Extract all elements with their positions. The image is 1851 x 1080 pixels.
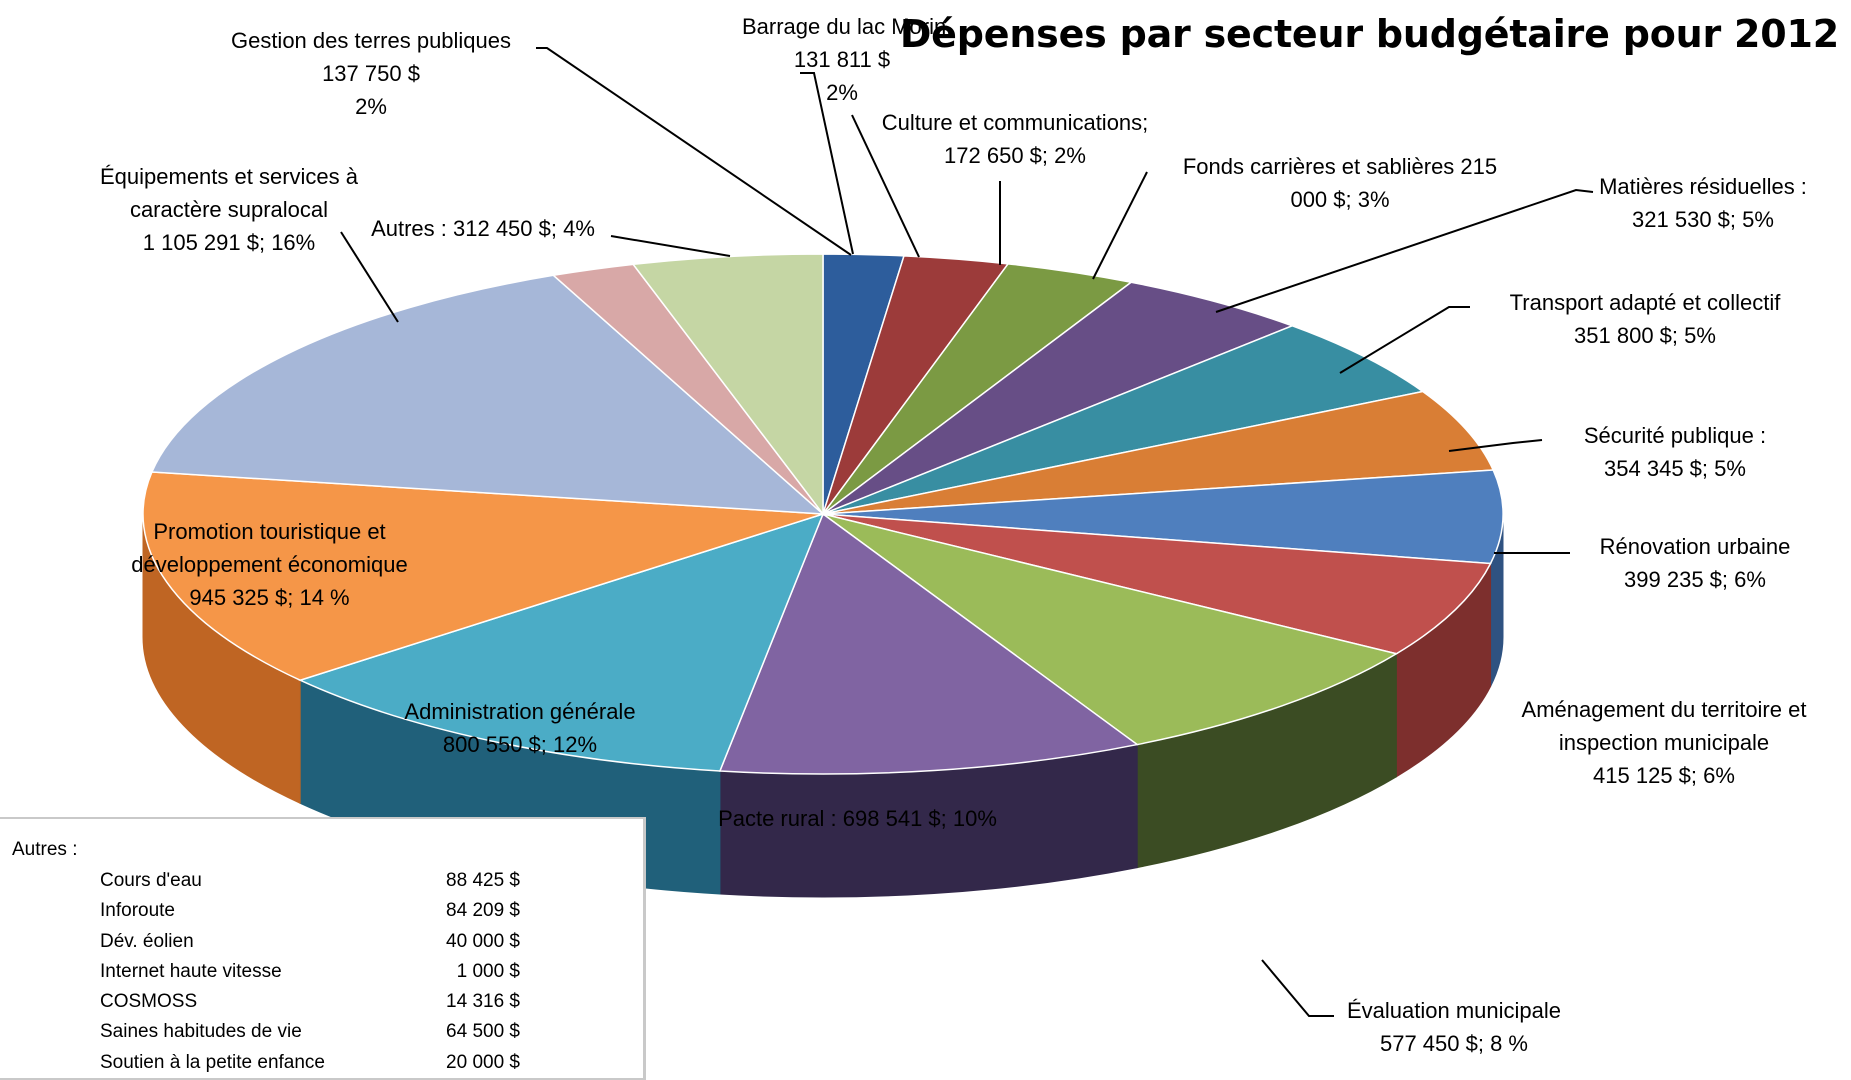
leader-line-4	[1215, 188, 1594, 313]
slice-label-line: Rénovation urbaine	[1599, 534, 1791, 559]
pie-slice-5	[822, 390, 1495, 515]
slice-label: Aménagement du territoire et inspection m…	[1490, 693, 1838, 792]
row-value: 1 000 $	[456, 960, 520, 982]
slice-label-line: 321 530 $; 5%	[1632, 207, 1774, 232]
slice-label: Autres : 312 450 $; 4%	[348, 212, 618, 245]
autres-box-heading: Autres :	[12, 839, 78, 860]
pie-top	[142, 253, 1504, 775]
leader-line-8	[1261, 959, 1334, 1017]
slice-label-line: Gestion des terres publiques	[230, 28, 512, 53]
slice-label-line: Promotion touristique et	[153, 519, 386, 544]
slice-label-line: 2%	[826, 80, 858, 105]
slice-label-line: Culture et communications;	[881, 110, 1149, 135]
slice-label-line: 2%	[355, 94, 387, 119]
table-row: Soutien à la petite enfance 20 000 $	[100, 1048, 520, 1078]
slice-label: Promotion touristique et développement éc…	[102, 515, 437, 614]
row-name: COSMOSS	[100, 991, 198, 1013]
slice-label-line: Fonds carrières et sablières 215	[1182, 154, 1498, 179]
slice-label-line: Aménagement du territoire et	[1521, 697, 1807, 722]
row-name: Saines habitudes de vie	[100, 1021, 302, 1043]
slice-label: Gestion des terres publiques 137 750 $ 2%	[208, 24, 534, 123]
table-row: Internet haute vitesse 1 000 $	[100, 957, 520, 987]
slice-label-line: développement économique	[131, 552, 408, 577]
pie-slice-12	[150, 274, 826, 515]
slice-label-line: Pacte rural : 698 541 $; 10%	[718, 806, 997, 831]
slice-label-line: 137 750 $	[322, 61, 420, 86]
row-name: Internet haute vitesse	[100, 960, 282, 982]
autres-breakdown-box: Autres : Cours d'eau 88 425 $ Inforoute 84…	[0, 817, 646, 1080]
slice-label: Sécurité publique : 354 345 $; 5%	[1540, 419, 1810, 485]
leader-lines	[340, 47, 1594, 1017]
table-row: Saines habitudes de vie 64 500 $	[100, 1017, 520, 1047]
table-row: COSMOSS 14 316 $	[100, 987, 520, 1017]
table-row: Inforoute 84 209 $	[100, 896, 520, 926]
slice-label-line: 000 $; 3%	[1290, 187, 1390, 212]
pie-slice-11	[142, 471, 824, 682]
slice-label: Fonds carrières et sablières 215 000 $; 3…	[1150, 150, 1530, 216]
leader-line-10	[536, 47, 852, 256]
slice-label-line: Administration générale	[404, 699, 636, 724]
slice-label-line: 1 105 291 $; 16%	[142, 230, 316, 255]
leader-line-9	[340, 231, 399, 323]
pie-slice-3	[822, 281, 1295, 515]
slice-label: Transport adapté et collectif 351 800 $; …	[1470, 286, 1820, 352]
row-value: 20 000 $	[446, 1051, 520, 1073]
pie-slice-9	[718, 512, 1140, 775]
row-value: 40 000 $	[446, 930, 520, 952]
slice-label: Barrage du lac Morin 131 811 $ 2%	[742, 10, 947, 109]
slice-label: Rénovation urbaine 399 235 $; 6%	[1570, 530, 1820, 596]
pie-slice-10	[298, 512, 825, 772]
slice-label-line: Sécurité publique :	[1583, 423, 1767, 448]
leader-line-3	[1092, 171, 1148, 280]
slice-label-line: 800 550 $; 12%	[442, 732, 598, 757]
table-row: Cours d'eau 88 425 $	[100, 866, 520, 896]
leader-line-5	[1339, 306, 1470, 374]
slice-label: Administration générale 800 550 $; 12%	[374, 695, 666, 761]
slice-label-line: 399 235 $; 6%	[1624, 567, 1766, 592]
row-name: Soutien à la petite enfance	[100, 1051, 326, 1073]
slice-label-line: 354 345 $; 5%	[1604, 456, 1746, 481]
slice-label-line: 351 800 $; 5%	[1574, 323, 1716, 348]
pie-slice-14	[631, 253, 824, 517]
slice-label-line: Évaluation municipale	[1346, 998, 1562, 1023]
slice-label: Culture et communications; 172 650 $; 2%	[850, 106, 1180, 172]
slice-label-line: 131 811 $	[793, 47, 891, 72]
slice-label-line: 172 650 $; 2%	[944, 143, 1086, 168]
slice-label: Équipements et services à caractère supra…	[74, 160, 384, 259]
leader-line-1	[851, 114, 920, 258]
slice-label: Matières résiduelles : 321 530 $; 5%	[1578, 170, 1828, 236]
slice-label-line: Matières résiduelles :	[1599, 174, 1807, 199]
leader-line-6	[1448, 439, 1543, 452]
slice-label-line: Équipements et services à	[99, 164, 359, 189]
slice-label: Pacte rural : 698 541 $; 10%	[690, 802, 1025, 835]
slice-label-line: 577 450 $; 8 %	[1379, 1031, 1528, 1056]
slice-label-line: Barrage du lac Morin	[742, 14, 947, 39]
slice-label-line: 945 325 $; 14 %	[189, 585, 350, 610]
row-name: Cours d'eau	[100, 870, 202, 891]
row-value: 64 500 $	[446, 1021, 520, 1043]
row-name: Dév. éolien	[100, 930, 194, 952]
slice-label-line: caractère supralocal	[129, 197, 329, 222]
slice-label-line: Autres : 312 450 $; 4%	[371, 216, 595, 241]
table-row: Dév. éolien 40 000 $	[100, 927, 520, 957]
pie-slice-4	[822, 325, 1425, 515]
leader-line-11	[610, 235, 731, 257]
pie-slice-6	[822, 469, 1504, 565]
slice-label-line: inspection municipale	[1558, 730, 1770, 755]
row-name: Inforoute	[100, 900, 175, 922]
slice-label-line: 415 125 $; 6%	[1593, 763, 1735, 788]
row-value: 14 316 $	[446, 991, 520, 1013]
pie-slice-8	[822, 513, 1399, 746]
autres-breakdown-table: Cours d'eau 88 425 $ Inforoute 84 209 $ Dé…	[100, 866, 520, 1078]
row-value: 88 425 $	[446, 870, 520, 891]
leader-line-0	[800, 72, 854, 255]
slice-label-line: Transport adapté et collectif	[1509, 290, 1781, 315]
slice-label: Évaluation municipale 577 450 $; 8 %	[1334, 994, 1574, 1060]
pie-slice-7	[822, 513, 1492, 655]
row-value: 84 209 $	[446, 900, 520, 922]
chart-title: Dépenses par secteur budgétaire pour 201…	[899, 12, 1839, 56]
